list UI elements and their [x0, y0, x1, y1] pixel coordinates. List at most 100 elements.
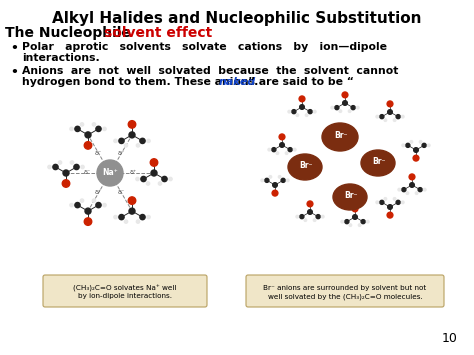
- Text: Alkyl Halides and Nucleophilic Substitution: Alkyl Halides and Nucleophilic Substitut…: [52, 11, 422, 26]
- Circle shape: [158, 182, 162, 185]
- Circle shape: [75, 202, 80, 208]
- Ellipse shape: [288, 154, 322, 180]
- Circle shape: [384, 119, 387, 121]
- Circle shape: [307, 201, 313, 207]
- Circle shape: [402, 144, 404, 147]
- Circle shape: [140, 138, 145, 143]
- Text: δ⁺: δ⁺: [129, 170, 137, 175]
- Text: ”.: ”.: [247, 77, 258, 87]
- Circle shape: [136, 178, 139, 181]
- Text: hydrogen bond to them. These anions are said to be “: hydrogen bond to them. These anions are …: [22, 77, 354, 87]
- Text: Polar   aprotic   solvents   solvate   cations   by   ion—dipole: Polar aprotic solvents solvate cations b…: [22, 42, 387, 52]
- Circle shape: [269, 176, 272, 178]
- Text: δ⁻: δ⁻: [118, 151, 125, 156]
- Text: The Nucleophile –: The Nucleophile –: [5, 26, 147, 40]
- Circle shape: [356, 106, 359, 109]
- Circle shape: [387, 212, 393, 218]
- Text: (CH₃)₂C=O solvates Na⁺ well: (CH₃)₂C=O solvates Na⁺ well: [73, 285, 177, 292]
- Circle shape: [304, 219, 307, 222]
- Circle shape: [92, 199, 96, 202]
- Circle shape: [141, 176, 146, 182]
- Circle shape: [265, 178, 269, 182]
- Text: Na⁺: Na⁺: [102, 168, 118, 177]
- Circle shape: [288, 110, 291, 113]
- Circle shape: [342, 92, 348, 98]
- Circle shape: [53, 164, 58, 170]
- Circle shape: [272, 190, 278, 196]
- Circle shape: [147, 139, 150, 143]
- Circle shape: [137, 144, 140, 147]
- Circle shape: [418, 187, 422, 192]
- Circle shape: [92, 123, 96, 126]
- Circle shape: [308, 110, 312, 114]
- Circle shape: [380, 115, 384, 119]
- Circle shape: [75, 126, 80, 131]
- Circle shape: [276, 152, 279, 154]
- Text: δ⁺: δ⁺: [95, 190, 102, 195]
- Circle shape: [409, 174, 415, 180]
- Circle shape: [415, 192, 418, 195]
- Circle shape: [313, 219, 316, 222]
- Text: Br⁻: Br⁻: [334, 131, 348, 141]
- Circle shape: [343, 101, 347, 105]
- Circle shape: [147, 215, 150, 219]
- Circle shape: [296, 215, 299, 218]
- Circle shape: [402, 187, 406, 192]
- Circle shape: [321, 215, 324, 218]
- Circle shape: [331, 106, 334, 109]
- Circle shape: [305, 114, 308, 116]
- Circle shape: [388, 110, 392, 114]
- Text: 10: 10: [442, 332, 458, 345]
- Text: by ion-dipole interactions.: by ion-dipole interactions.: [78, 293, 172, 299]
- Circle shape: [299, 96, 305, 102]
- Text: interactions.: interactions.: [22, 53, 100, 63]
- Circle shape: [146, 182, 150, 185]
- Circle shape: [393, 198, 396, 200]
- Circle shape: [410, 141, 413, 143]
- Circle shape: [124, 144, 128, 147]
- Text: δ⁻: δ⁻: [118, 190, 125, 195]
- Circle shape: [398, 189, 401, 191]
- Circle shape: [422, 143, 426, 147]
- Circle shape: [387, 101, 393, 107]
- Circle shape: [352, 206, 358, 212]
- Circle shape: [70, 127, 73, 131]
- Circle shape: [401, 201, 404, 204]
- Ellipse shape: [333, 184, 367, 210]
- Circle shape: [339, 110, 342, 113]
- Circle shape: [129, 132, 135, 138]
- Circle shape: [162, 176, 167, 182]
- Circle shape: [406, 143, 410, 147]
- Circle shape: [376, 201, 379, 204]
- Circle shape: [281, 178, 285, 182]
- Circle shape: [351, 105, 355, 110]
- Circle shape: [119, 138, 124, 143]
- Circle shape: [96, 202, 101, 208]
- Circle shape: [268, 148, 271, 151]
- Circle shape: [376, 115, 379, 118]
- Circle shape: [345, 220, 349, 224]
- Circle shape: [97, 160, 123, 186]
- Circle shape: [70, 161, 73, 164]
- FancyBboxPatch shape: [246, 275, 444, 307]
- Circle shape: [129, 208, 135, 214]
- Circle shape: [335, 105, 339, 110]
- Text: Anions  are  not  well  solvated  because  the  solvent  cannot: Anions are not well solvated because the…: [22, 66, 398, 76]
- Circle shape: [150, 159, 158, 166]
- Circle shape: [349, 224, 352, 226]
- Circle shape: [261, 179, 264, 182]
- Circle shape: [313, 110, 316, 113]
- FancyBboxPatch shape: [43, 275, 207, 307]
- Text: •: •: [10, 66, 18, 79]
- Circle shape: [288, 148, 292, 152]
- Circle shape: [278, 176, 281, 178]
- Circle shape: [137, 220, 140, 223]
- Text: Br⁻ anions are surrounded by solvent but not: Br⁻ anions are surrounded by solvent but…: [264, 285, 427, 291]
- Text: δ⁻: δ⁻: [83, 170, 91, 175]
- Circle shape: [128, 121, 136, 128]
- Circle shape: [410, 183, 414, 187]
- Circle shape: [388, 205, 392, 209]
- Circle shape: [300, 215, 304, 219]
- Circle shape: [140, 214, 145, 220]
- Circle shape: [393, 119, 396, 121]
